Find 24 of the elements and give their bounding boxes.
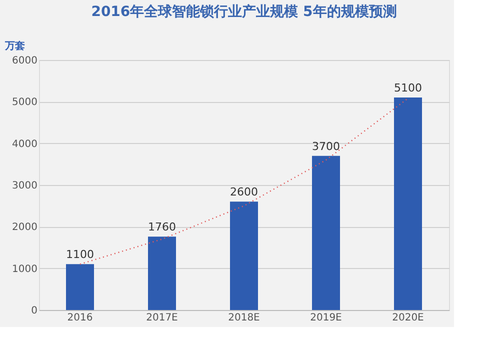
y-tick-label: 1000 xyxy=(12,264,38,275)
chart-title: 2016年全球智能锁行业产业规模 5年的规模预测 xyxy=(91,3,397,20)
y-tick-label: 5000 xyxy=(12,97,38,108)
x-tick-label: 2017E xyxy=(146,312,178,324)
data-label: 2600 xyxy=(230,186,258,199)
data-label: 1760 xyxy=(148,220,176,234)
data-label: 1100 xyxy=(66,248,94,262)
bar xyxy=(394,98,422,310)
bar xyxy=(66,264,94,310)
y-axis-title: 万套 xyxy=(4,40,25,52)
bar xyxy=(230,202,258,310)
bar xyxy=(312,156,340,310)
y-tick-label: 4000 xyxy=(12,138,38,150)
y-tick-label: 3000 xyxy=(12,180,38,192)
y-tick-label: 0 xyxy=(31,306,38,316)
x-tick-label: 2016 xyxy=(67,312,93,324)
y-tick-label: 2000 xyxy=(12,222,38,234)
y-tick-label: 6000 xyxy=(12,56,38,66)
data-label: 3700 xyxy=(312,140,340,153)
bar xyxy=(148,236,176,310)
data-label: 5100 xyxy=(394,82,422,94)
x-tick-label: 2018E xyxy=(228,312,260,324)
x-tick-label: 2019E xyxy=(310,312,342,324)
x-tick-label: 2020E xyxy=(392,312,424,324)
